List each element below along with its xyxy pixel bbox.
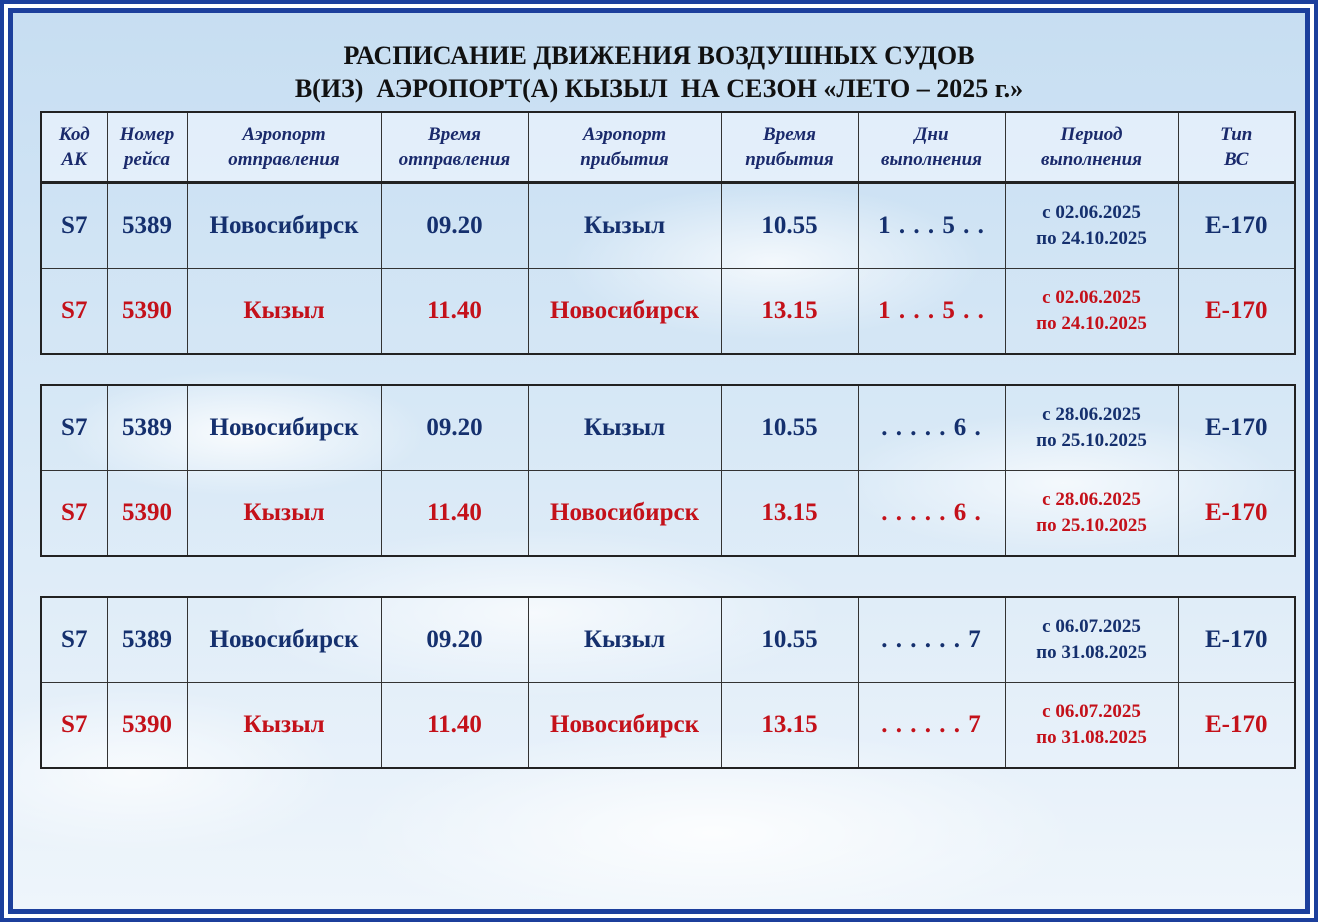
cell-dep-airport: Новосибирск [186,384,382,471]
cell-aircraft: Е-170 [1177,268,1296,355]
table-row: S7 5389 Новосибирск 09.20 Кызыл 10.55 . … [40,596,1296,683]
cell-arr-airport: Кызыл [527,384,722,471]
cell-aircraft: Е-170 [1177,682,1296,769]
cell-dep-time: 09.20 [380,181,529,269]
cell-dep-time: 11.40 [380,682,529,769]
table-row: S7 5390 Кызыл 11.40 Новосибирск 13.15 . … [40,682,1296,769]
header-flight: Номер рейса [106,111,188,183]
cell-flight: 5389 [106,181,188,269]
cell-days: 1 . . . 5 . . [857,268,1006,355]
schedule-table-1: Код АК Номер рейса Аэропорт отправления … [40,111,1296,355]
cell-days: . . . . . . 7 [857,682,1006,769]
cell-arr-airport: Кызыл [527,181,722,269]
cell-aircraft: Е-170 [1177,181,1296,269]
cell-dep-airport: Кызыл [186,470,382,557]
cell-arr-time: 10.55 [720,384,859,471]
cell-aircraft: Е-170 [1177,596,1296,683]
cell-dep-airport: Новосибирск [186,181,382,269]
table-row: S7 5390 Кызыл 11.40 Новосибирск 13.15 . … [40,470,1296,557]
cell-arr-time: 13.15 [720,470,859,557]
cell-arr-airport: Новосибирск [527,268,722,355]
cell-dep-time: 11.40 [380,470,529,557]
cell-arr-airport: Новосибирск [527,682,722,769]
cell-arr-time: 13.15 [720,682,859,769]
cell-aircraft: Е-170 [1177,470,1296,557]
table-header-row: Код АК Номер рейса Аэропорт отправления … [40,111,1296,183]
cell-period: с 06.07.2025 по 31.08.2025 [1004,682,1179,769]
cell-period: с 06.07.2025 по 31.08.2025 [1004,596,1179,683]
header-days: Дни выполнения [857,111,1006,183]
table-row: S7 5389 Новосибирск 09.20 Кызыл 10.55 . … [40,384,1296,471]
header-arr-time: Время прибытия [720,111,859,183]
table-row: S7 5389 Новосибирск 09.20 Кызыл 10.55 1 … [40,181,1296,269]
cell-arr-time: 10.55 [720,181,859,269]
cell-dep-airport: Кызыл [186,682,382,769]
cell-dep-time: 09.20 [380,384,529,471]
cell-code: S7 [40,384,108,471]
cell-days: 1 . . . 5 . . [857,181,1006,269]
cell-days: . . . . . 6 . [857,470,1006,557]
cell-period: с 28.06.2025 по 25.10.2025 [1004,384,1179,471]
cell-days: . . . . . . 7 [857,596,1006,683]
cell-code: S7 [40,181,108,269]
header-dep-time: Время отправления [380,111,529,183]
header-code: Код АК [40,111,108,183]
cell-flight: 5389 [106,596,188,683]
schedule-table-3: S7 5389 Новосибирск 09.20 Кызыл 10.55 . … [40,596,1296,769]
cell-arr-airport: Кызыл [527,596,722,683]
cell-arr-airport: Новосибирск [527,470,722,557]
header-arr-airport: Аэропорт прибытия [527,111,722,183]
cell-dep-airport: Кызыл [186,268,382,355]
cell-period: с 02.06.2025 по 24.10.2025 [1004,268,1179,355]
cell-arr-time: 10.55 [720,596,859,683]
page-title: РАСПИСАНИЕ ДВИЖЕНИЯ ВОЗДУШНЫХ СУДОВ В(ИЗ… [13,39,1305,105]
header-dep-airport: Аэропорт отправления [186,111,382,183]
cell-flight: 5390 [106,268,188,355]
cell-arr-time: 13.15 [720,268,859,355]
title-line-2: В(ИЗ) АЭРОПОРТ(А) КЫЗЫЛ НА СЕЗОН «ЛЕТО –… [294,74,1024,103]
schedule-panel: РАСПИСАНИЕ ДВИЖЕНИЯ ВОЗДУШНЫХ СУДОВ В(ИЗ… [8,8,1310,914]
header-period: Период выполнения [1004,111,1179,183]
cell-dep-time: 11.40 [380,268,529,355]
cell-code: S7 [40,682,108,769]
header-aircraft: Тип ВС [1177,111,1296,183]
cell-flight: 5389 [106,384,188,471]
title-line-1: РАСПИСАНИЕ ДВИЖЕНИЯ ВОЗДУШНЫХ СУДОВ [343,41,975,70]
cell-code: S7 [40,470,108,557]
cell-aircraft: Е-170 [1177,384,1296,471]
cell-flight: 5390 [106,682,188,769]
cell-code: S7 [40,596,108,683]
cell-period: с 28.06.2025 по 25.10.2025 [1004,470,1179,557]
schedule-table-2: S7 5389 Новосибирск 09.20 Кызыл 10.55 . … [40,384,1296,557]
cell-dep-airport: Новосибирск [186,596,382,683]
cell-period: с 02.06.2025 по 24.10.2025 [1004,181,1179,269]
cell-days: . . . . . 6 . [857,384,1006,471]
cell-dep-time: 09.20 [380,596,529,683]
cell-flight: 5390 [106,470,188,557]
cell-code: S7 [40,268,108,355]
table-row: S7 5390 Кызыл 11.40 Новосибирск 13.15 1 … [40,268,1296,355]
